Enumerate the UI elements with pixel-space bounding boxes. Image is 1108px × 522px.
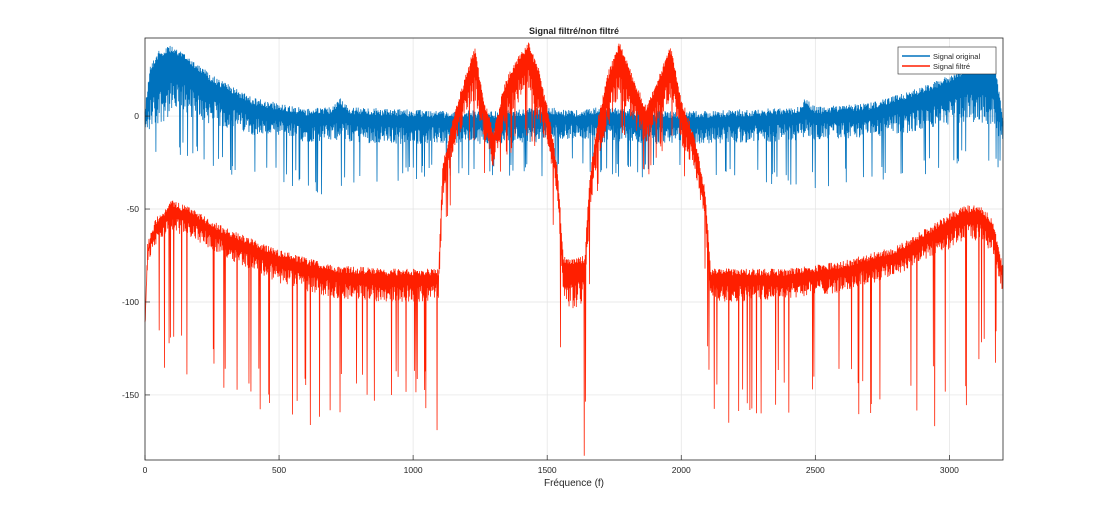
x-tick-label: 2500 — [806, 465, 825, 475]
y-tick-label: -50 — [127, 204, 140, 214]
x-tick-label: 3000 — [940, 465, 959, 475]
series-line-filtered — [144, 42, 1004, 456]
x-tick-label: 1500 — [538, 465, 557, 475]
legend: Signal original Signal filtré — [897, 46, 997, 75]
y-tick-label: -100 — [122, 297, 139, 307]
legend-box — [897, 46, 997, 75]
plot-background — [145, 38, 1003, 460]
y-tick-label: 0 — [134, 111, 139, 121]
x-tick-label: 2000 — [672, 465, 691, 475]
series-layer — [144, 42, 1004, 456]
legend-entry-filtered: Signal filtré — [933, 62, 970, 71]
x-tick-label: 500 — [272, 465, 286, 475]
plot-frame — [144, 37, 1004, 461]
chart-title: Signal filtré/non filtré — [529, 26, 619, 36]
x-tick-label: 1000 — [404, 465, 423, 475]
axis-ticks: 0 500 1000 1500 2000 2500 3000 0 -50 -100 -150 — [122, 111, 959, 475]
series-line-original — [144, 45, 1004, 195]
x-axis-label: Fréquence (f) — [544, 478, 604, 489]
y-tick-label: -150 — [122, 390, 139, 400]
legend-entry-original: Signal original — [933, 52, 980, 61]
x-tick-label: 0 — [143, 465, 148, 475]
